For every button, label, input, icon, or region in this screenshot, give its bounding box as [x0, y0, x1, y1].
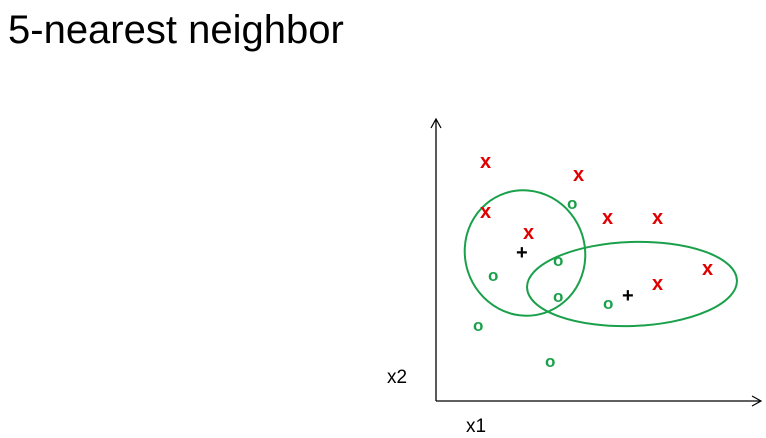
class-o-point: o: [567, 194, 577, 213]
query-points: + +: [516, 242, 634, 307]
class-x-point: x: [480, 151, 491, 173]
x-axis-label: x1: [466, 416, 486, 437]
neighborhood-ellipse-right: [526, 240, 738, 328]
class-x-point: x: [523, 222, 534, 244]
class-o-point: o: [488, 266, 498, 285]
class-x-points: x x x x x x x x: [480, 151, 713, 295]
class-o-point: o: [473, 316, 483, 335]
class-x-point: x: [480, 201, 491, 223]
slide-title: 5-nearest neighbor: [8, 8, 344, 52]
class-x-point: x: [602, 207, 613, 229]
class-o-point: o: [553, 251, 563, 270]
class-x-point: x: [573, 164, 584, 186]
class-o-point: o: [603, 294, 613, 313]
class-x-point: x: [702, 258, 713, 280]
query-point-plus: +: [516, 242, 528, 264]
y-axis-label: x2: [387, 367, 407, 388]
neighborhood-ellipse-left: [463, 189, 587, 317]
class-x-point: x: [652, 273, 663, 295]
class-o-point: o: [553, 287, 563, 306]
class-x-point: x: [652, 207, 663, 229]
class-o-point: o: [545, 352, 555, 371]
class-o-points: o o o o o o o: [473, 194, 613, 371]
query-point-plus: +: [622, 285, 634, 307]
